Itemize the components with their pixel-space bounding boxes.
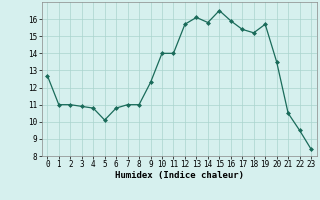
X-axis label: Humidex (Indice chaleur): Humidex (Indice chaleur) [115, 171, 244, 180]
